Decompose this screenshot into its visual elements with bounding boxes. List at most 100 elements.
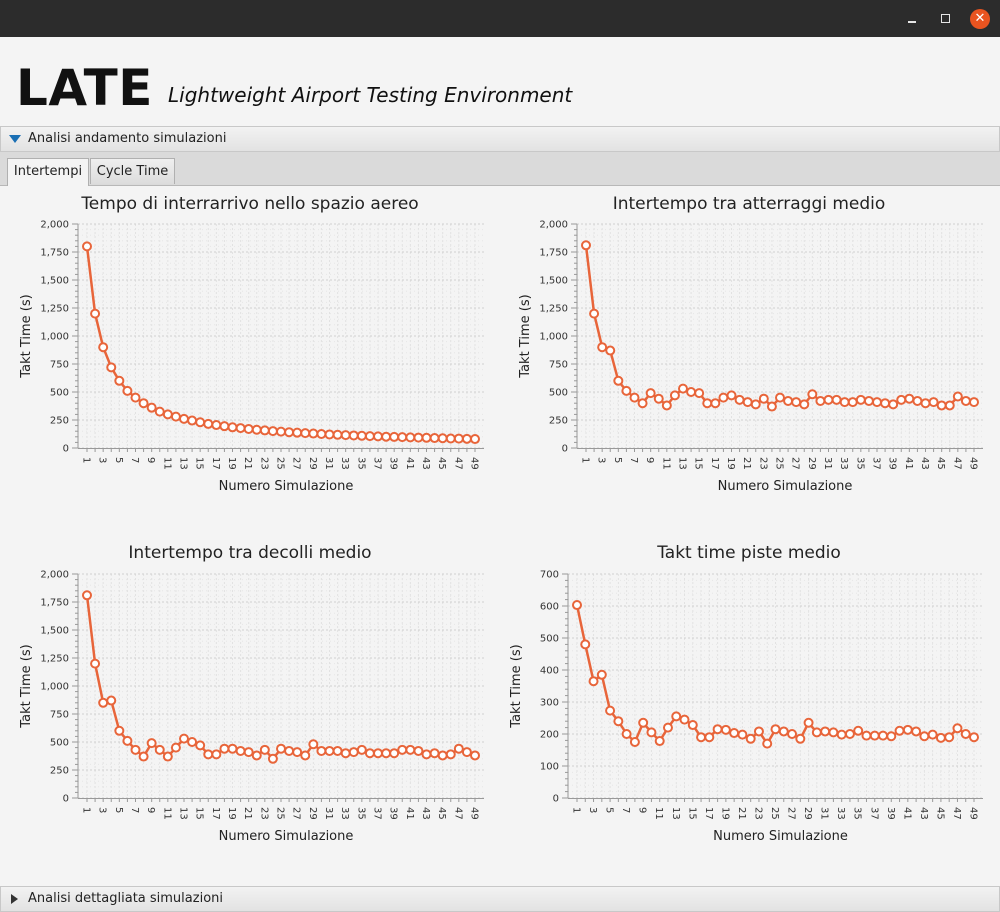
data-point [276, 743, 286, 754]
data-point [828, 727, 839, 738]
x-tick-label: 1 [81, 457, 92, 463]
y-tick-label: 2,000 [40, 570, 69, 581]
data-point [187, 415, 198, 426]
data-point [381, 431, 392, 442]
data-point [243, 747, 254, 758]
data-point [770, 724, 781, 735]
data-point [803, 717, 814, 728]
x-tick-label: 35 [854, 457, 865, 470]
x-tick-label: 35 [852, 807, 863, 820]
pane-title: Analisi dettagliata simulazioni [28, 891, 223, 906]
x-tick-label: 49 [469, 457, 480, 470]
x-tick-label: 27 [786, 807, 797, 820]
x-tick-label: 5 [113, 457, 124, 463]
minimize-icon[interactable] [902, 9, 922, 29]
data-point [696, 732, 707, 743]
y-tick-label: 250 [549, 416, 568, 427]
data-point [292, 427, 303, 438]
data-point [775, 392, 785, 403]
y-axis-label: Takt Time (s) [19, 294, 34, 378]
x-tick-label: 47 [452, 807, 463, 820]
data-point [750, 399, 761, 410]
x-tick-label: 29 [307, 457, 318, 470]
x-tick-label: 33 [835, 807, 846, 820]
x-tick-label: 47 [452, 457, 463, 470]
data-point [138, 751, 149, 762]
pane-analisi-dettagliata[interactable]: Analisi dettagliata simulazioni [0, 886, 1000, 912]
data-point [300, 428, 311, 439]
x-tick-label: 49 [469, 807, 480, 820]
x-tick-label: 49 [968, 807, 979, 820]
charts-canvas: Tempo di interrarrivo nello spazio aereo… [19, 194, 983, 844]
data-point [308, 739, 319, 750]
data-point [687, 720, 698, 731]
y-tick-label: 500 [50, 388, 69, 399]
data-point [316, 429, 327, 439]
data-point [332, 745, 343, 756]
x-tick-label: 23 [258, 807, 269, 820]
data-point [284, 745, 295, 756]
x-tick-label: 45 [436, 807, 447, 820]
data-point [783, 395, 794, 406]
data-point [589, 308, 600, 319]
x-tick-label: 3 [587, 807, 598, 813]
data-point [389, 748, 400, 759]
tab-cycle-time[interactable]: Cycle Time [90, 158, 175, 184]
x-tick-label: 37 [868, 807, 879, 820]
x-tick-label: 9 [644, 457, 655, 463]
tab-intertempi[interactable]: Intertempi [7, 158, 89, 186]
y-tick-label: 750 [50, 360, 69, 371]
data-point [340, 748, 351, 759]
data-point [90, 658, 101, 669]
data-point [219, 421, 230, 432]
data-point [324, 429, 335, 440]
x-tick-label: 41 [903, 457, 914, 470]
x-tick-label: 9 [145, 807, 156, 813]
data-point [130, 392, 141, 403]
data-point [203, 749, 214, 760]
data-point [251, 750, 262, 761]
data-point [778, 726, 789, 737]
x-tick-label: 21 [242, 807, 253, 820]
x-tick-label: 37 [372, 807, 383, 820]
x-tick-label: 35 [355, 457, 366, 470]
data-point [106, 695, 117, 706]
y-tick-label: 1,000 [539, 332, 568, 343]
data-point [861, 730, 872, 741]
x-tick-label: 1 [580, 457, 591, 463]
y-tick-label: 750 [549, 360, 568, 371]
data-point [373, 748, 383, 759]
data-point [704, 732, 715, 743]
data-point [219, 743, 230, 754]
data-point [284, 427, 295, 438]
data-point [872, 397, 882, 408]
data-point [122, 735, 133, 746]
data-point [927, 729, 938, 740]
y-tick-label: 250 [50, 416, 69, 427]
y-tick-label: 1,500 [539, 276, 568, 287]
close-icon[interactable]: ✕ [970, 9, 990, 29]
x-tick-label: 19 [719, 807, 730, 820]
chart-1: Tempo di interrarrivo nello spazio aereo… [19, 194, 484, 494]
x-axis-label: Numero Simulazione [219, 829, 354, 844]
y-axis-label: Takt Time (s) [509, 644, 524, 728]
y-tick-label: 1,750 [40, 598, 69, 609]
data-point [844, 729, 855, 739]
data-point [316, 745, 327, 756]
pane-analisi-andamento[interactable]: Analisi andamento simulazioni [0, 126, 1000, 152]
charts-area: Tempo di interrarrivo nello spazio aereo… [0, 186, 1000, 884]
data-point [332, 429, 343, 440]
x-tick-label: 33 [339, 807, 350, 820]
data-point [122, 385, 133, 396]
data-point [235, 745, 246, 756]
data-point [179, 413, 189, 424]
data-point [791, 397, 802, 408]
data-point [421, 432, 432, 443]
data-point [894, 725, 905, 736]
x-tick-label: 23 [757, 457, 768, 470]
chart-title: Intertempo tra atterraggi medio [613, 194, 886, 214]
maximize-icon[interactable] [936, 9, 956, 29]
x-tick-label: 5 [604, 807, 615, 813]
data-point [106, 362, 117, 373]
data-point [734, 394, 745, 405]
